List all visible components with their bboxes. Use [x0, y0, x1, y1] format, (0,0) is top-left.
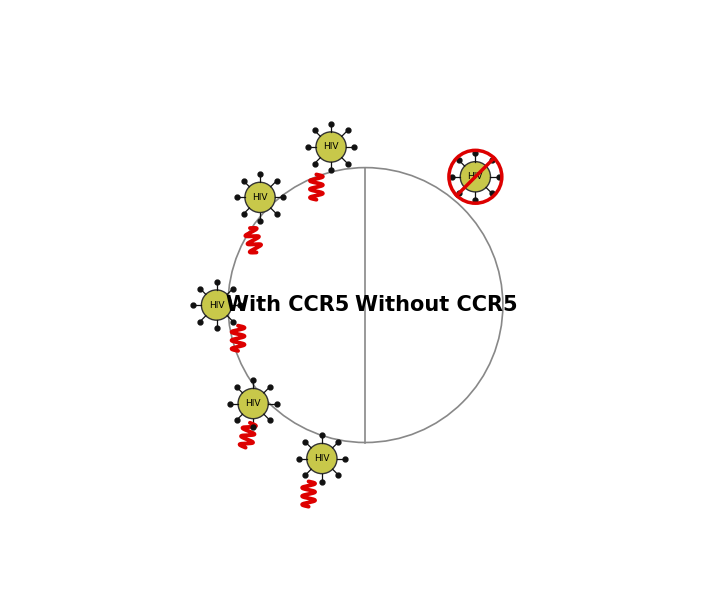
Text: HIV: HIV: [323, 142, 339, 152]
Text: HIV: HIV: [209, 300, 225, 309]
Text: HIV: HIV: [245, 399, 261, 408]
Text: HIV: HIV: [468, 173, 483, 181]
Text: With CCR5: With CCR5: [226, 295, 349, 315]
Circle shape: [201, 290, 232, 320]
Text: HIV: HIV: [314, 454, 329, 463]
Circle shape: [461, 162, 491, 192]
Circle shape: [228, 168, 503, 443]
Circle shape: [307, 443, 337, 474]
Circle shape: [245, 182, 275, 212]
Circle shape: [316, 132, 347, 162]
Text: Without CCR5: Without CCR5: [355, 295, 518, 315]
Text: HIV: HIV: [252, 193, 268, 202]
Circle shape: [238, 389, 268, 419]
